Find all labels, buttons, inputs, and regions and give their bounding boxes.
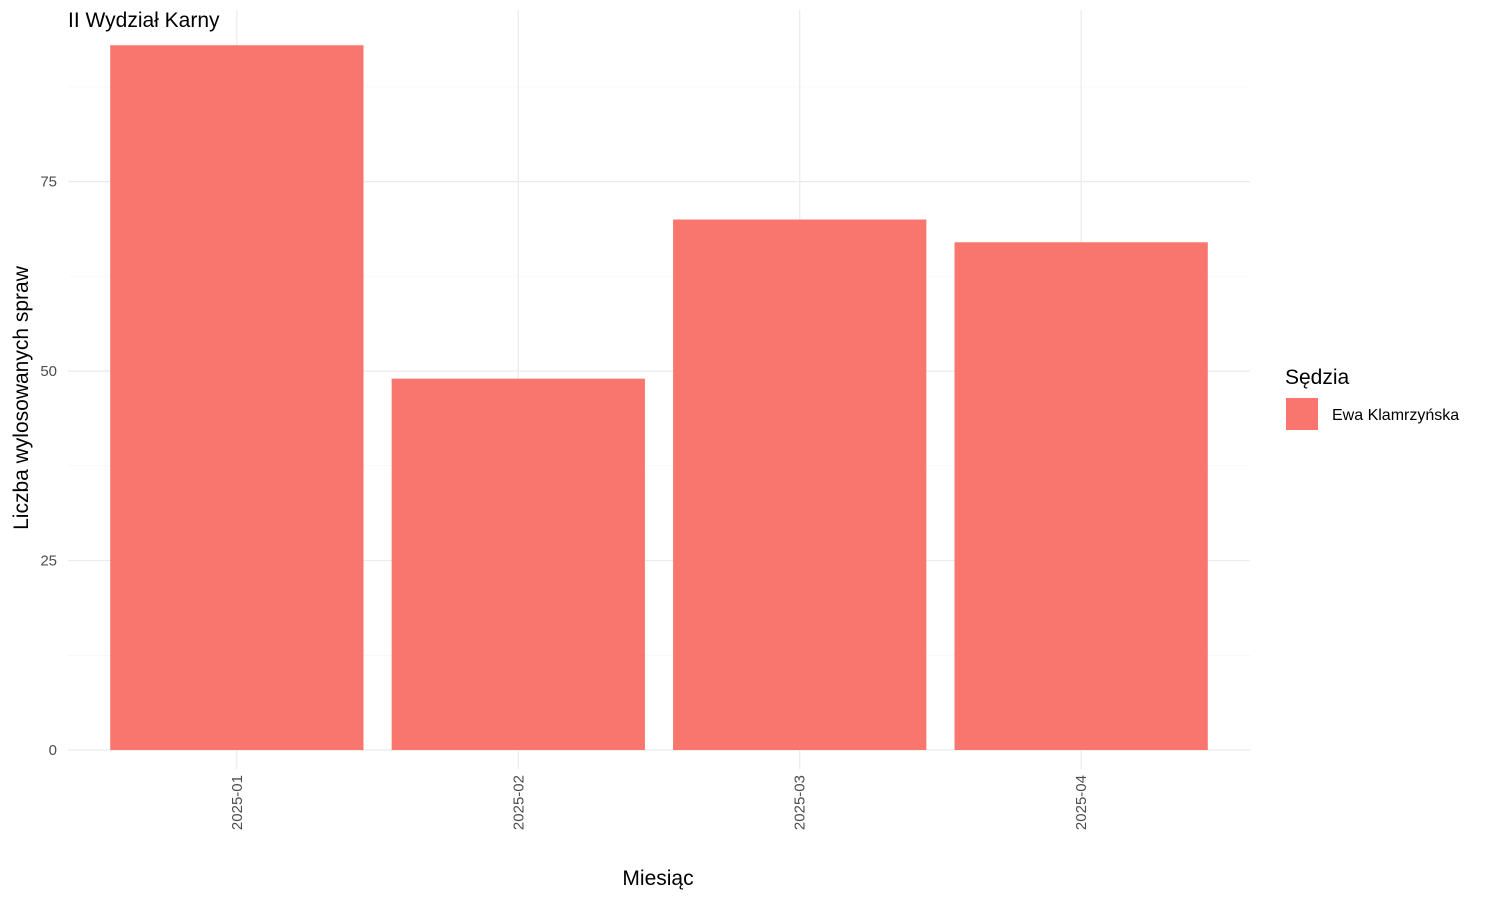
x-tick-label: 2025-03 [792, 775, 809, 830]
x-axis-ticks: 2025-01 2025-02 2025-03 2025-04 [229, 775, 1090, 830]
chart-title: II Wydział Karny [68, 9, 220, 32]
y-axis-title: Liczba wylosowanych spraw [10, 265, 33, 530]
y-axis-ticks: 0 25 50 75 [40, 174, 57, 759]
x-axis-title: Miesiąc [622, 867, 693, 890]
legend: Sędzia Ewa Klamrzyńska [1285, 366, 1459, 430]
x-tick-label: 2025-04 [1073, 775, 1090, 830]
x-tick-label: 2025-02 [510, 775, 527, 830]
y-tick-label: 50 [40, 363, 57, 380]
y-tick-label: 0 [49, 742, 57, 759]
y-tick-label: 75 [40, 174, 57, 191]
y-tick-label: 25 [40, 553, 57, 570]
bar-2025-02 [391, 378, 645, 750]
bar-2025-01 [110, 45, 364, 750]
legend-title: Sędzia [1285, 366, 1350, 389]
bars [110, 45, 1208, 750]
legend-label-ewa-klamrzynska: Ewa Klamrzyńska [1332, 407, 1459, 424]
x-tick-label: 2025-01 [229, 775, 246, 830]
bar-2025-04 [954, 242, 1208, 750]
legend-key-ewa-klamrzynska [1286, 398, 1318, 430]
bar-2025-03 [673, 219, 927, 750]
